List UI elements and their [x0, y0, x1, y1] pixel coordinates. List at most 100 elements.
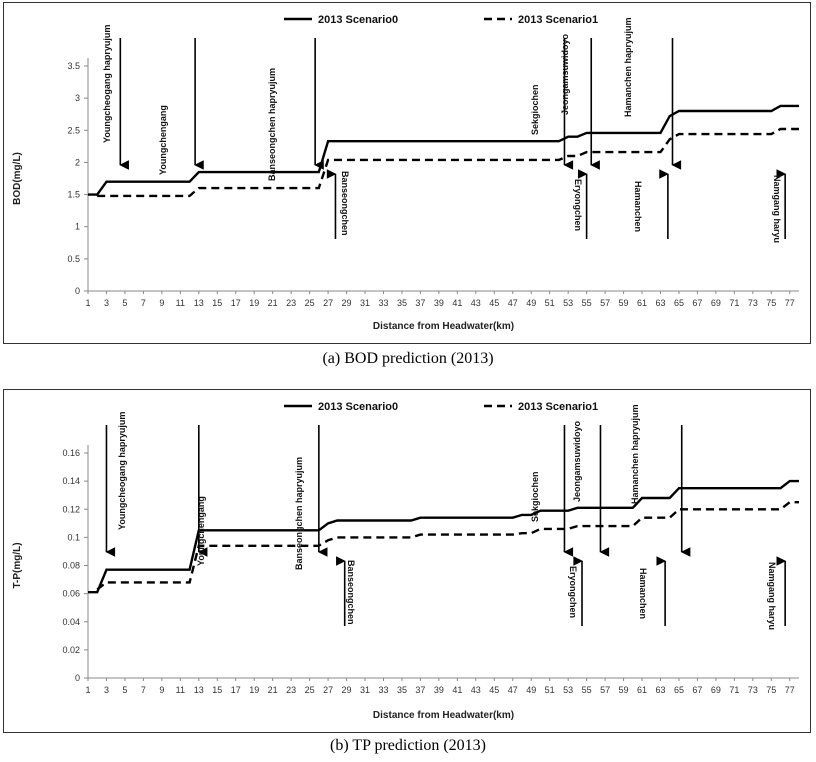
- bod-chart-panel: 0 0.5 1 1.5 2 2.5 3 3.5 1 3 5 7 9 11 13 15 17 19 21 23 25 27 2…: [3, 2, 811, 344]
- x-tick-label: 65: [674, 298, 684, 308]
- annotation-label: Youngcheogang hapryujum: [102, 25, 112, 143]
- x-tick-label: 43: [471, 298, 481, 308]
- y-tick-label: 0.16: [62, 448, 80, 458]
- x-tick-label: 9: [159, 298, 164, 308]
- x-tick-label: 33: [378, 298, 388, 308]
- x-tick-label: 15: [212, 685, 222, 695]
- y-tick-label: 0.5: [67, 254, 80, 264]
- tp-chart: 00.020.040.060.080.10.120.140.161 3 5 7 9 11 1…: [12, 401, 799, 721]
- x-tick-label: 39: [434, 298, 444, 308]
- y-tick-label: 0.12: [62, 504, 80, 514]
- x-tick-label: 59: [619, 685, 629, 695]
- x-axis-label: Distance from Headwater(km): [373, 321, 514, 332]
- x-tick-label: 45: [489, 685, 499, 695]
- y-tick-label: 0.08: [62, 561, 80, 571]
- x-tick-label: 71: [729, 685, 739, 695]
- annotation-label: Hamanchen hapryujum: [630, 404, 640, 504]
- x-tick-label: 23: [286, 685, 296, 695]
- x-tick-label: 55: [582, 685, 592, 695]
- x-tick-label: 67: [692, 298, 702, 308]
- x-tick-label: 73: [748, 685, 758, 695]
- y-tick-label: 0: [75, 673, 80, 683]
- y-tick-label: 1.5: [67, 190, 80, 200]
- x-tick-label: 71: [729, 298, 739, 308]
- x-tick-label: 11: [176, 298, 185, 308]
- x-tick-label: 27: [323, 298, 333, 308]
- x-tick-label: 69: [711, 685, 721, 695]
- x-tick-label: 47: [508, 298, 518, 308]
- x-tick-label: 75: [766, 685, 776, 695]
- x-tick-label: 3: [104, 685, 109, 695]
- x-tick-label: 31: [360, 685, 370, 695]
- x-tick-label: 73: [748, 298, 758, 308]
- x-tick-label: 49: [526, 685, 536, 695]
- x-tick-label: 49: [526, 298, 536, 308]
- x-tick-label: 27: [323, 685, 333, 695]
- x-tick-label: 5: [122, 298, 127, 308]
- x-tick-label: 57: [600, 685, 610, 695]
- x-tick-label: 13: [194, 685, 204, 695]
- y-tick-label: 0.02: [62, 645, 80, 655]
- series-line-scenario0: [88, 479, 799, 594]
- annotation-label: Hamanchen: [633, 181, 643, 232]
- x-tick-label: 67: [692, 685, 702, 695]
- x-tick-label: 19: [249, 685, 259, 695]
- x-tick-label: 37: [415, 298, 425, 308]
- y-axis-label: BOD(mg/L): [12, 152, 23, 205]
- y-tick-label: 0.04: [62, 617, 80, 627]
- x-tick-label: 1: [85, 685, 90, 695]
- x-tick-label: 53: [563, 685, 573, 695]
- series-line-scenario0: [88, 104, 799, 196]
- x-tick-label: 29: [342, 685, 352, 695]
- x-tick-label: 65: [674, 685, 684, 695]
- y-tick-label: 0: [75, 286, 80, 296]
- x-tick-label: 7: [141, 685, 146, 695]
- y-tick-label: 0.14: [62, 476, 80, 486]
- series-line-scenario1: [96, 501, 799, 591]
- x-tick-label: 1: [85, 298, 90, 308]
- legend-label: 2013 Scenario0: [318, 401, 398, 413]
- bod-caption: (a) BOD prediction (2013): [322, 350, 494, 367]
- x-tick-label: 7: [141, 298, 146, 308]
- x-tick-label: 61: [637, 685, 647, 695]
- y-tick-label: 2: [75, 157, 80, 167]
- annotation-label: Jeongamsuwidoyo: [560, 33, 570, 115]
- x-tick-label: 11: [176, 685, 185, 695]
- x-tick-label: 41: [452, 685, 462, 695]
- series-line-scenario1: [97, 127, 799, 198]
- y-tick-label: 0.1: [67, 532, 80, 542]
- x-tick-label: 69: [711, 298, 721, 308]
- x-tick-label: 5: [122, 685, 127, 695]
- y-tick-label: 2.5: [67, 125, 80, 135]
- annotation-label: Banseongchen hapryujum: [267, 68, 277, 181]
- x-tick-label: 41: [452, 298, 462, 308]
- x-tick-label: 21: [268, 685, 278, 695]
- y-tick-label: 0.06: [62, 589, 80, 599]
- legend-label: 2013 Scenario1: [518, 14, 598, 26]
- annotation-label: Sekgiochen: [530, 471, 540, 522]
- annotation-label: Youngchengang: [158, 105, 168, 175]
- x-tick-label: 21: [268, 298, 278, 308]
- x-tick-label: 9: [159, 685, 164, 695]
- annotation-label: Banseongchen: [346, 560, 356, 625]
- annotation-label: Youngchengang: [196, 496, 206, 566]
- annotation-label: Sekgiochen: [530, 84, 540, 135]
- x-tick-label: 33: [378, 685, 388, 695]
- x-tick-label: 17: [231, 298, 241, 308]
- x-tick-label: 53: [563, 298, 573, 308]
- y-axis-label: T-P(mg/L): [12, 542, 23, 588]
- annotation-label: Banseongchen hapryujum: [294, 457, 304, 570]
- x-tick-label: 63: [655, 298, 665, 308]
- x-tick-label: 77: [785, 685, 795, 695]
- annotation-label: Namgang haryu: [772, 175, 782, 243]
- tp-chart-panel: 0 0.02 0.04 0.06 0.08 0.1 0.12 0.14 0.16 1 3 5 7 9 11 1…: [3, 389, 811, 733]
- x-tick-label: 29: [342, 298, 352, 308]
- x-tick-label: 63: [655, 685, 665, 695]
- x-tick-label: 55: [582, 298, 592, 308]
- legend-label: 2013 Scenario1: [518, 401, 598, 413]
- x-tick-label: 51: [545, 298, 555, 308]
- x-tick-label: 19: [249, 298, 259, 308]
- legend-label: 2013 Scenario0: [318, 14, 398, 26]
- x-tick-label: 15: [212, 298, 222, 308]
- tp-caption: (b) TP prediction (2013): [330, 737, 486, 754]
